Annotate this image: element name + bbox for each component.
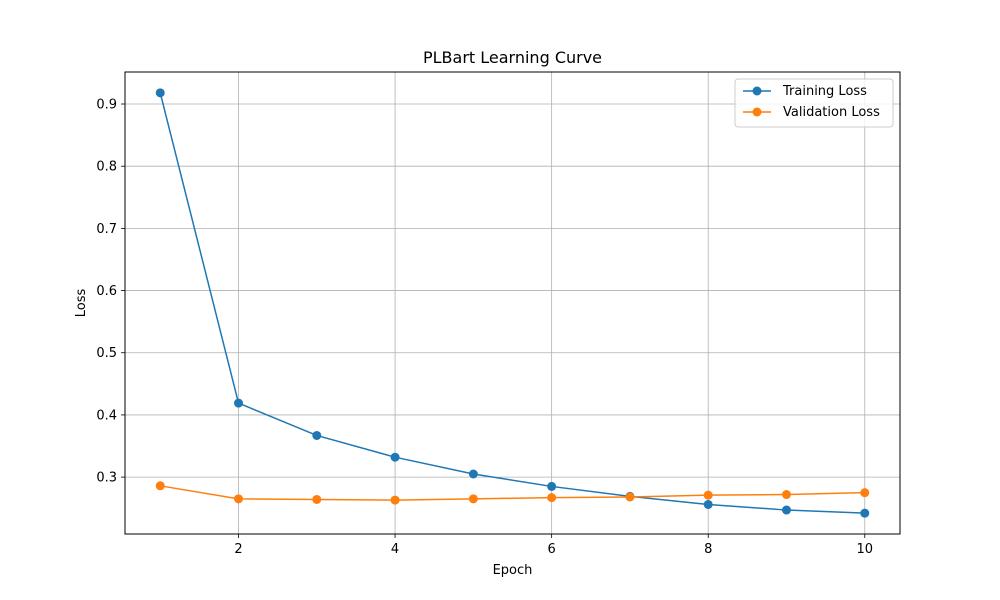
- data-point-validation: [625, 492, 635, 502]
- data-point-validation: [155, 481, 165, 491]
- data-point-training: [155, 88, 165, 98]
- y-tick-label: 0.6: [96, 284, 117, 299]
- data-point-training: [781, 505, 791, 515]
- data-point-validation: [703, 490, 713, 500]
- legend: Training Loss Validation Loss: [734, 78, 894, 128]
- legend-marker-validation: [752, 107, 762, 117]
- series-line-validation: [160, 485, 865, 501]
- data-point-validation: [781, 490, 791, 500]
- x-axis: 2 4 6 8 10: [234, 534, 873, 557]
- x-tick-label: 10: [856, 542, 873, 557]
- data-point-validation: [547, 493, 557, 503]
- y-tick-label: 0.5: [96, 346, 117, 361]
- series-line-training: [159, 92, 865, 514]
- legend-label-training: Training Loss: [782, 84, 867, 99]
- data-point-validation: [860, 488, 870, 498]
- chart-title: PLBart Learning Curve: [423, 48, 602, 67]
- y-axis: 0.3 0.4 0.5 0.6 0.7 0.8 0.9: [96, 98, 125, 486]
- x-tick-label: 2: [234, 542, 242, 557]
- x-tick-label: 8: [704, 542, 712, 557]
- y-tick-label: 0.3: [96, 471, 117, 486]
- data-point-training: [390, 452, 400, 462]
- data-point-training: [234, 398, 244, 408]
- legend-marker-training: [752, 86, 762, 96]
- data-point-validation: [312, 494, 322, 504]
- data-point-training: [703, 499, 713, 509]
- x-axis-label: Epoch: [493, 563, 533, 578]
- legend-label-validation: Validation Loss: [783, 105, 880, 120]
- legend-box: [734, 78, 894, 128]
- data-point-validation: [390, 495, 400, 505]
- data-point-training: [312, 430, 322, 440]
- data-point-training: [547, 481, 557, 491]
- data-point-validation: [468, 494, 478, 504]
- series-layer: [155, 88, 870, 518]
- y-tick-label: 0.7: [96, 222, 117, 237]
- plot-frame: [124, 71, 901, 535]
- x-tick-label: 6: [548, 542, 556, 557]
- grid: [125, 72, 900, 534]
- data-point-training: [468, 469, 478, 479]
- y-tick-label: 0.9: [96, 98, 117, 113]
- y-tick-label: 0.4: [96, 408, 117, 423]
- x-tick-label: 4: [391, 542, 399, 557]
- data-point-training: [860, 508, 870, 518]
- data-point-validation: [234, 494, 244, 504]
- y-axis-label: Loss: [74, 289, 89, 318]
- y-tick-label: 0.8: [96, 160, 117, 175]
